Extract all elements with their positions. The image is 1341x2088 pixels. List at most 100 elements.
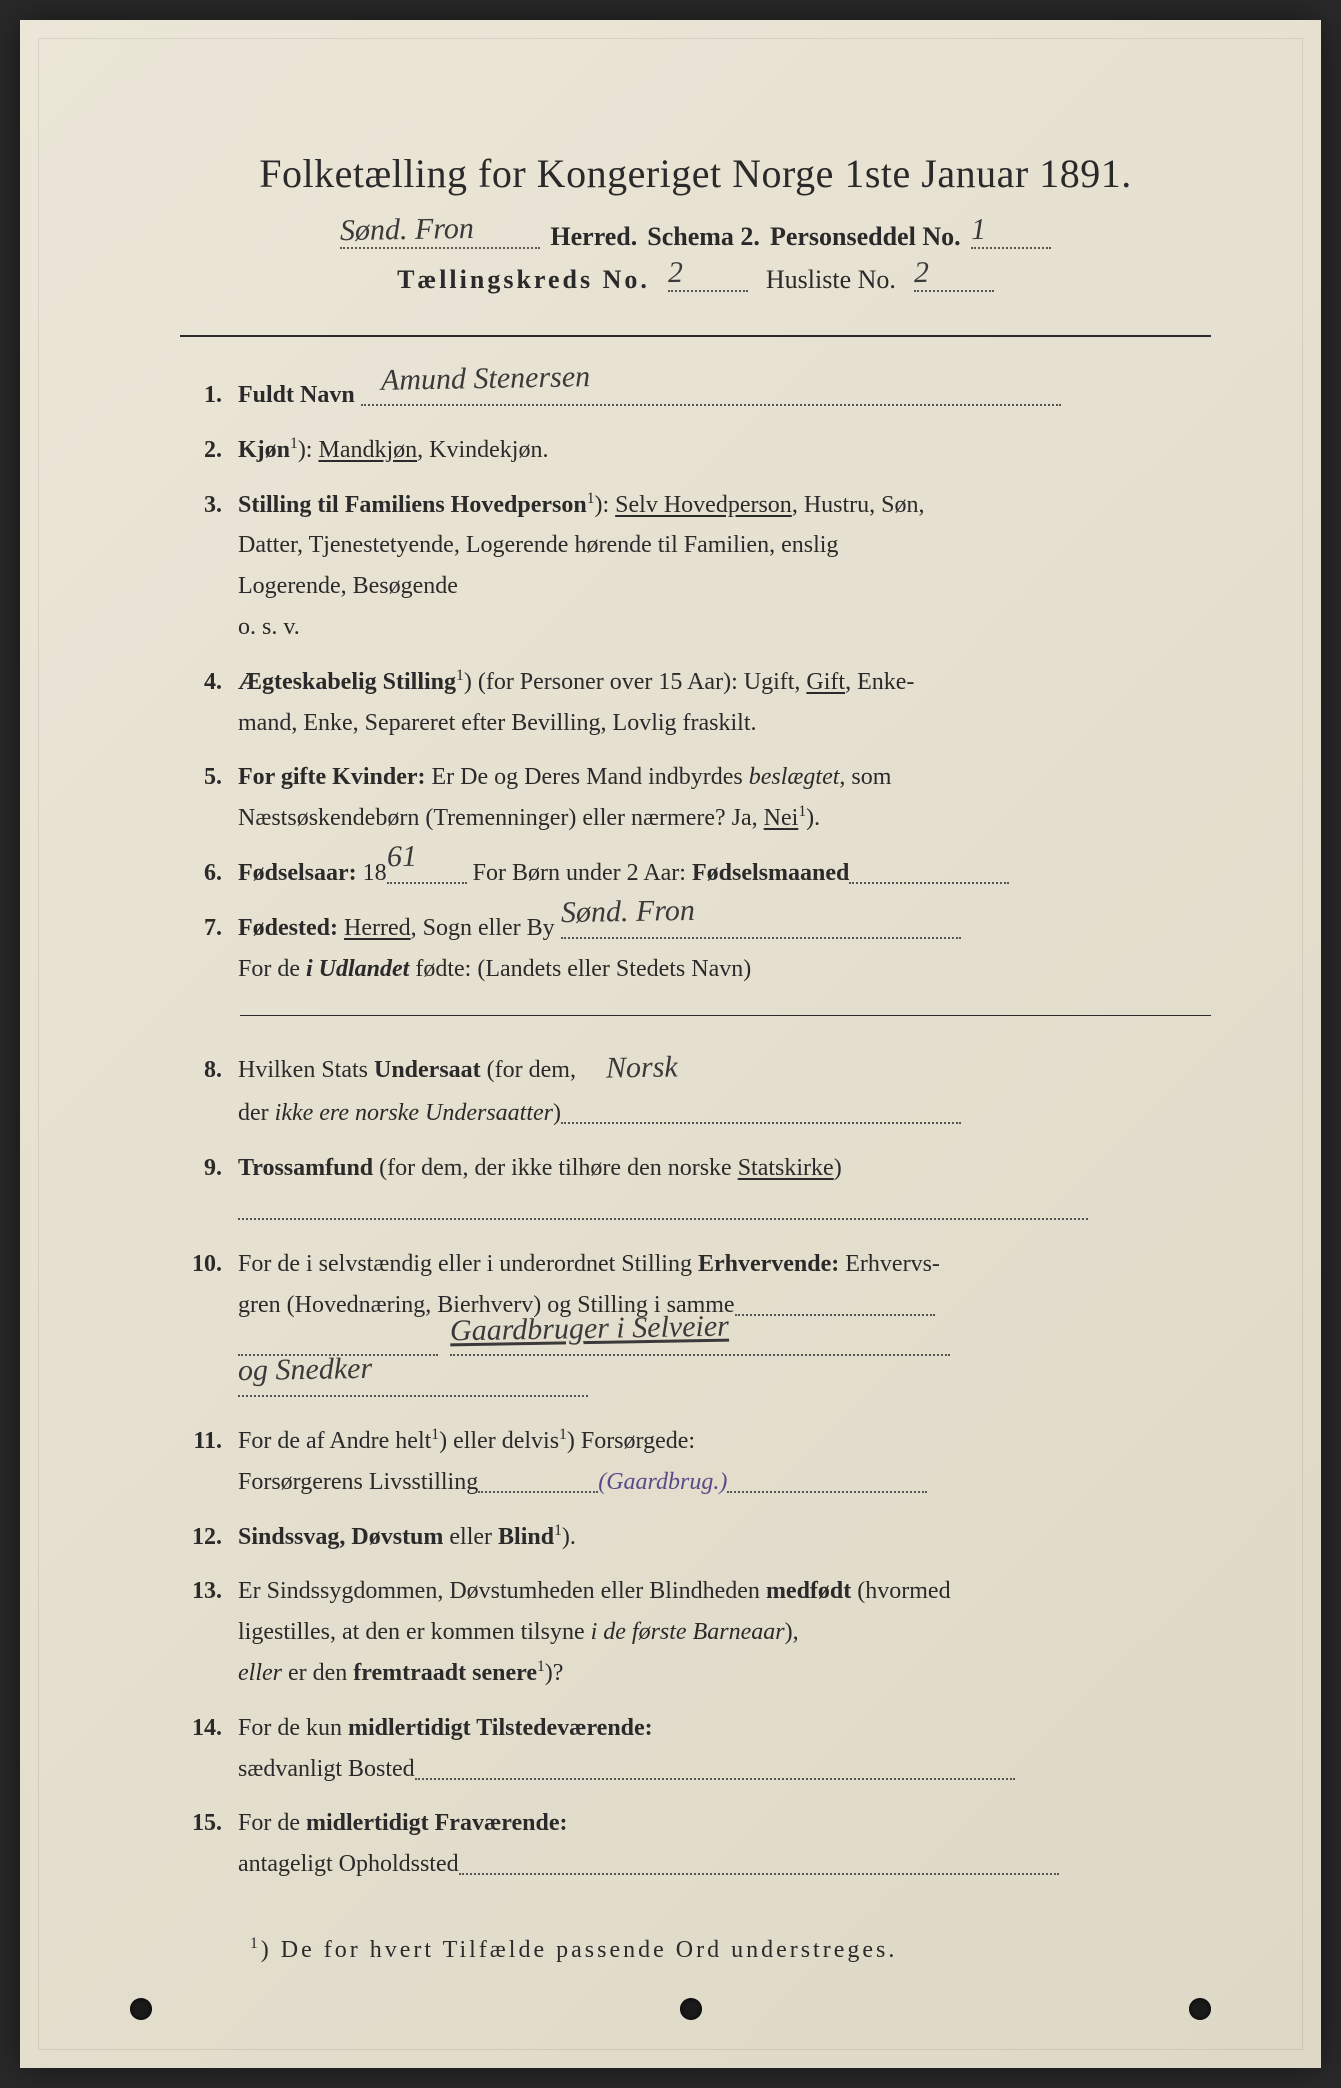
item-5-number: 5. <box>180 757 238 798</box>
item-7-label: Fødested: <box>238 915 338 941</box>
item-4: 4. Ægteskabelig Stilling1) (for Personer… <box>180 662 1211 744</box>
item-13-number: 13. <box>180 1571 238 1612</box>
q8-label2: Undersaat <box>374 1057 481 1083</box>
q13-medfodt: medfødt <box>766 1578 851 1604</box>
herred-label: Herred. <box>550 222 637 252</box>
forsorger-dots-2 <box>727 1469 927 1493</box>
kreds-field: 2 <box>668 266 748 292</box>
item-14-body: For de kun midlertidigt Tilstedeværende:… <box>238 1708 1211 1790</box>
subtitle-row-2: Tællingskreds No. 2 Husliste No. 2 <box>180 262 1211 295</box>
q7-text2c: fødte: (Landets eller Stedets Navn) <box>409 956 751 982</box>
q5-line2: Næstsøskendebørn (Tremenninger) eller næ… <box>238 805 764 831</box>
husliste-field: 2 <box>914 266 994 292</box>
forsorger-dots <box>478 1469 598 1493</box>
q15-line2: antageligt Opholdssted <box>238 1851 459 1877</box>
erhverv-field-2: Gaardbruger i Selveier <box>450 1332 950 1356</box>
item-8-number: 8. <box>180 1050 238 1091</box>
q4-line2: mand, Enke, Separeret efter Bevilling, L… <box>238 703 1211 744</box>
item-8-body: Hvilken Stats Undersaat (for dem, Norsk … <box>238 1042 1211 1134</box>
q11-line2: Forsørgerens Livsstilling <box>238 1469 478 1495</box>
personseddel-field: 1 <box>971 223 1051 249</box>
q15-text1b: midlertidigt Fraværende: <box>306 1810 568 1836</box>
year-field: 61 <box>387 860 467 884</box>
q3-line4: o. s. v. <box>238 607 1211 648</box>
item-7-number: 7. <box>180 908 238 949</box>
herred-field: Sønd. Fron <box>340 223 540 249</box>
item-2-label: Kjøn <box>238 437 290 463</box>
item-15-number: 15. <box>180 1803 238 1844</box>
q7-text2a: For de <box>238 956 306 982</box>
item-1-label: Fuldt Navn <box>238 382 355 408</box>
q15-text1: For de <box>238 1810 306 1836</box>
q13-line3a: eller <box>238 1660 282 1686</box>
year-value: 61 <box>386 831 417 883</box>
q4-gift: Gift <box>806 669 845 695</box>
q11-text1: For de af Andre helt <box>238 1428 431 1454</box>
q13-text1: Er Sindssygdommen, Døvstumheden eller Bl… <box>238 1578 766 1604</box>
trossamfund-field <box>238 1196 1088 1220</box>
q5-beslaegtet: beslægtet <box>749 764 840 790</box>
punch-hole-icon <box>130 1998 152 2020</box>
item-11: 11. For de af Andre helt1) eller delvis1… <box>180 1421 1211 1503</box>
item-6-number: 6. <box>180 853 238 894</box>
schema-label: Schema 2. <box>647 222 760 252</box>
q9-text1: (for dem, der ikke tilhøre den norske <box>373 1155 738 1181</box>
q10-text1b: Erhvervs- <box>839 1251 940 1277</box>
q12-blind: Blind <box>498 1524 554 1550</box>
q6-prefix: 18 <box>363 860 387 886</box>
husliste-value: 2 <box>914 256 930 290</box>
personseddel-value: 1 <box>970 213 986 247</box>
item-3-label: Stilling til Familiens Hovedperson <box>238 492 587 518</box>
item-15-body: For de midlertidigt Fraværende: antageli… <box>238 1803 1211 1885</box>
item-11-body: For de af Andre helt1) eller delvis1) Fo… <box>238 1421 1211 1503</box>
erhverv-value-2: og Snedker <box>238 1343 373 1396</box>
item-13-body: Er Sindssygdommen, Døvstumheden eller Bl… <box>238 1571 1211 1693</box>
q13-text1b: (hvormed <box>851 1578 950 1604</box>
item-9-number: 9. <box>180 1148 238 1189</box>
kreds-value: 2 <box>668 256 684 290</box>
q3-rest1: , Hustru, Søn, <box>792 492 925 518</box>
q12-label: Sindssvag, Døvstum <box>238 1524 443 1550</box>
item-11-number: 11. <box>180 1421 238 1462</box>
divider-top <box>180 335 1211 337</box>
subtitle-row-1: Sønd. Fron Herred. Schema 2. Personsedde… <box>180 219 1211 252</box>
q13-line2b: ), <box>785 1619 799 1645</box>
erhverv-field-3: og Snedker <box>238 1373 588 1397</box>
item-5-body: For gifte Kvinder: Er De og Deres Mand i… <box>238 757 1211 839</box>
item-6-body: Fødselsaar: 1861 For Børn under 2 Aar: F… <box>238 853 1211 894</box>
punch-hole-icon <box>1189 1998 1211 2020</box>
census-form-page: Folketælling for Kongeriget Norge 1ste J… <box>20 20 1321 2068</box>
q12-text-b: eller <box>443 1524 498 1550</box>
q7-herred: Herred <box>344 915 411 941</box>
item-5: 5. For gifte Kvinder: Er De og Deres Man… <box>180 757 1211 839</box>
erhverv-field-1 <box>735 1292 935 1316</box>
q7-text2b: i Udlandet <box>306 956 409 982</box>
q4-text1: (for Personer over 15 Aar): Ugift, <box>472 669 807 695</box>
item-14: 14. For de kun midlertidigt Tilstedevære… <box>180 1708 1211 1790</box>
q8-value: Norsk <box>606 1042 679 1094</box>
item-3: 3. Stilling til Familiens Hovedperson1):… <box>180 485 1211 648</box>
kreds-label: Tællingskreds No. <box>397 265 650 295</box>
q5-text1: Er De og Deres Mand indbyrdes <box>426 764 749 790</box>
item-9-body: Trossamfund (for dem, der ikke tilhøre d… <box>238 1148 1211 1230</box>
undersaat-field <box>561 1100 961 1124</box>
item-2-body: Kjøn1): Mandkjøn, Kvindekjøn. <box>238 430 1211 471</box>
q3-line2: Datter, Tjenestetyende, Logerende hørend… <box>238 525 1211 566</box>
q8-paren: (for dem, <box>481 1057 576 1083</box>
item-3-number: 3. <box>180 485 238 526</box>
item-4-label: Ægteskabelig Stilling <box>238 669 456 695</box>
q5-text1b: , som <box>839 764 891 790</box>
q7-text1: , Sogn eller By <box>411 915 561 941</box>
item-1-body: Fuldt Navn Amund Stenersen <box>238 375 1211 416</box>
q3-line3: Logerende, Besøgende <box>238 566 1211 607</box>
q13-line2: ligestilles, at den er kommen tilsyne <box>238 1619 591 1645</box>
q11-text1c: Forsørgede: <box>575 1428 695 1454</box>
item-5-label: For gifte Kvinder: <box>238 764 426 790</box>
item-12: 12. Sindssvag, Døvstum eller Blind1). <box>180 1517 1211 1558</box>
opholdssted-field <box>459 1851 1059 1875</box>
q13-line2i: i de første Barneaar <box>591 1619 785 1645</box>
item-10-number: 10. <box>180 1244 238 1285</box>
item-12-number: 12. <box>180 1517 238 1558</box>
forsorger-value: (Gaardbrug.) <box>598 1469 727 1495</box>
divider-mid <box>240 1015 1211 1016</box>
